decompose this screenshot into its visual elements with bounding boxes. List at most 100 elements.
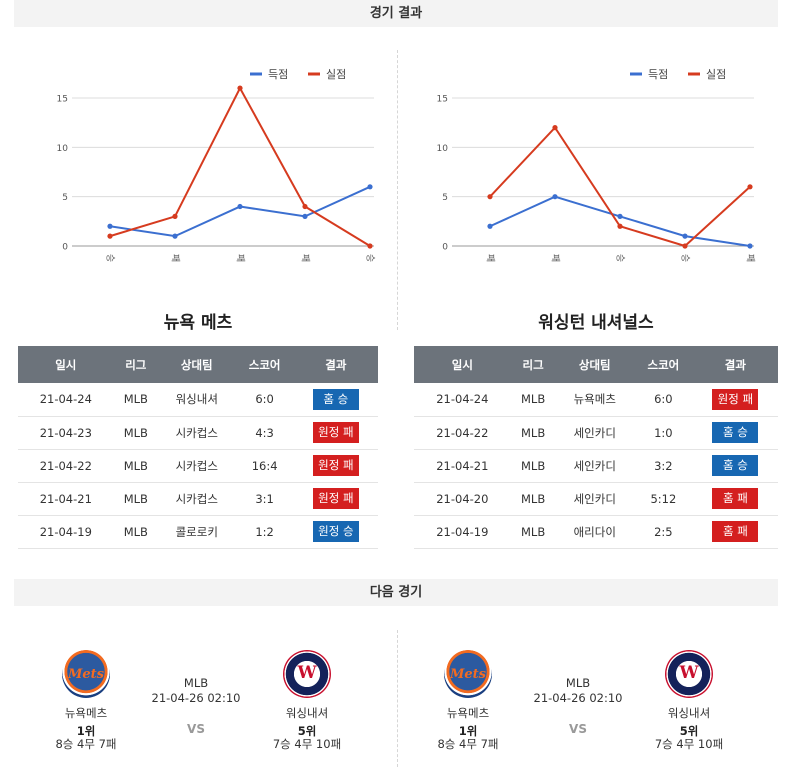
- mets-logo-text: Mets: [450, 667, 486, 682]
- x-tick-label: 승: [615, 254, 626, 262]
- data-point: [747, 243, 753, 249]
- home-team-name: 뉴욕메츠: [64, 706, 108, 720]
- x-tick-label: 승: [680, 254, 691, 262]
- cell-score: 1:0: [633, 416, 693, 450]
- cell-score: 6:0: [633, 383, 693, 417]
- table-row: 21-04-21 MLB 세인카디 3:2 홈 승: [414, 449, 778, 483]
- result-badge: 원정 패: [312, 488, 359, 509]
- mets-logo-icon: Mets: [62, 650, 110, 698]
- cell-date: 21-04-23: [18, 416, 114, 450]
- x-tick-label: 승: [105, 254, 116, 262]
- nationals-team-title: 워싱턴 내셔널스: [538, 313, 654, 333]
- table-row: 21-04-19 MLB 애리다이 2:5 홈 패: [414, 515, 778, 549]
- cell-opp: 애리다이: [555, 515, 634, 549]
- y-tick-label: 5: [62, 193, 68, 203]
- table-header-row: 일시 리그 상대팀 스코어 결과: [414, 346, 778, 383]
- results-divider: [397, 50, 398, 330]
- cell-date: 21-04-22: [18, 449, 114, 483]
- cell-date: 21-04-20: [414, 482, 511, 516]
- column-header: 상대팀: [157, 346, 236, 383]
- data-point: [107, 233, 113, 239]
- x-tick-label: 승: [365, 254, 376, 262]
- next-match-section-header: 다음 경기: [14, 579, 778, 606]
- next-match-card[interactable]: Mets 뉴욕메츠 1위 8승 4무 7패 MLB 21-04-26 02:10…: [40, 645, 400, 765]
- cell-opp: 뉴욕메츠: [555, 383, 634, 417]
- match-league: MLB: [565, 676, 591, 690]
- table-row: 21-04-24 MLB 워싱내셔 6:0 홈 승: [18, 383, 378, 417]
- data-point: [552, 125, 558, 131]
- data-point: [367, 243, 373, 249]
- result-badge: 홈 패: [712, 521, 759, 542]
- table-header-row: 일시 리그 상대팀 스코어 결과: [18, 346, 378, 383]
- y-tick-label: 10: [437, 144, 449, 154]
- cell-result: 홈 패: [692, 515, 778, 549]
- result-badge: 원정 패: [312, 422, 359, 443]
- cell-league: MLB: [113, 449, 158, 483]
- cell-result: 홈 패: [692, 482, 778, 516]
- cell-league: MLB: [510, 515, 556, 549]
- cell-score: 3:2: [633, 449, 693, 483]
- cell-score: 1:2: [235, 515, 294, 549]
- data-point: [682, 243, 688, 249]
- line-chart-svg: 0 5 10 15 승 패 패 패 승 득점 실점: [57, 68, 376, 262]
- column-header: 리그: [510, 346, 556, 383]
- column-header: 리그: [113, 346, 158, 383]
- away-team-record: 7승 4무 10패: [272, 737, 342, 751]
- cell-score: 4:3: [235, 416, 294, 450]
- x-tick-label: 패: [300, 254, 311, 262]
- cell-result: 원정 패: [293, 482, 378, 516]
- next-match-divider: [397, 630, 398, 767]
- cell-opp: 세인카디: [555, 449, 634, 483]
- cell-score: 2:5: [633, 515, 693, 549]
- column-header: 결과: [692, 346, 778, 383]
- vs-label: VS: [569, 722, 587, 736]
- cell-league: MLB: [510, 383, 556, 417]
- legend-label: 득점: [648, 68, 668, 81]
- cell-score: 5:12: [633, 482, 693, 516]
- cell-opp: 시카컵스: [157, 416, 236, 450]
- cell-opp: 세인카디: [555, 416, 634, 450]
- nationals-score-chart: 0 5 10 15 패 패 승 승 패 득점 실점: [420, 60, 760, 275]
- cell-opp: 콜로로키: [157, 515, 236, 549]
- cell-opp: 워싱내셔: [157, 383, 236, 417]
- result-badge: 홈 승: [712, 422, 759, 443]
- data-point: [237, 85, 243, 91]
- result-badge: 홈 승: [712, 455, 759, 476]
- cell-date: 21-04-22: [414, 416, 511, 450]
- cell-league: MLB: [113, 416, 158, 450]
- mets-results-table: 일시 리그 상대팀 스코어 결과 21-04-24 MLB 워싱내셔 6:0 홈 승 21-04-2…: [18, 346, 378, 549]
- table-row: 21-04-20 MLB 세인카디 5:12 홈 패: [414, 482, 778, 516]
- y-tick-label: 10: [57, 144, 69, 154]
- nationals-results-table: 일시 리그 상대팀 스코어 결과 21-04-24 MLB 뉴욕메츠 6:0 원정 패 21-04-…: [414, 346, 778, 549]
- nationals-logo-text: W: [679, 663, 699, 683]
- away-team-name: 워싱내셔: [667, 706, 711, 720]
- result-badge: 원정 패: [312, 455, 359, 476]
- series-line-scored: [109, 185, 371, 238]
- mets-logo-text: Mets: [68, 667, 104, 682]
- home-team-record: 8승 4무 7패: [437, 737, 499, 751]
- cell-league: MLB: [510, 416, 556, 450]
- next-match-card[interactable]: Mets 뉴욕메츠 1위 8승 4무 7패 MLB 21-04-26 02:10…: [422, 645, 782, 765]
- data-point: [617, 213, 623, 219]
- table-row: 21-04-19 MLB 콜로로키 1:2 원정 승: [18, 515, 378, 549]
- cell-score: 3:1: [235, 482, 294, 516]
- data-point: [302, 203, 308, 210]
- data-point: [682, 233, 688, 239]
- cell-score: 6:0: [235, 383, 294, 417]
- mets-team-title: 뉴욕 메츠: [163, 313, 233, 333]
- cell-result: 홈 승: [293, 383, 378, 417]
- table-row: 21-04-23 MLB 시카컵스 4:3 원정 패: [18, 416, 378, 450]
- y-tick-label: 15: [437, 95, 448, 105]
- cell-date: 21-04-19: [414, 515, 511, 549]
- cell-result: 원정 패: [293, 416, 378, 450]
- match-datetime: 21-04-26 02:10: [151, 691, 241, 705]
- away-team-record: 7승 4무 10패: [654, 737, 724, 751]
- series-line-conceded: [109, 85, 371, 247]
- x-tick-label: 패: [550, 254, 561, 262]
- data-point: [487, 223, 493, 229]
- column-header: 일시: [414, 346, 511, 383]
- legend-label: 실점: [326, 68, 346, 81]
- mets-logo-icon: Mets: [444, 650, 492, 698]
- x-tick-label: 패: [485, 254, 496, 262]
- cell-league: MLB: [113, 515, 158, 549]
